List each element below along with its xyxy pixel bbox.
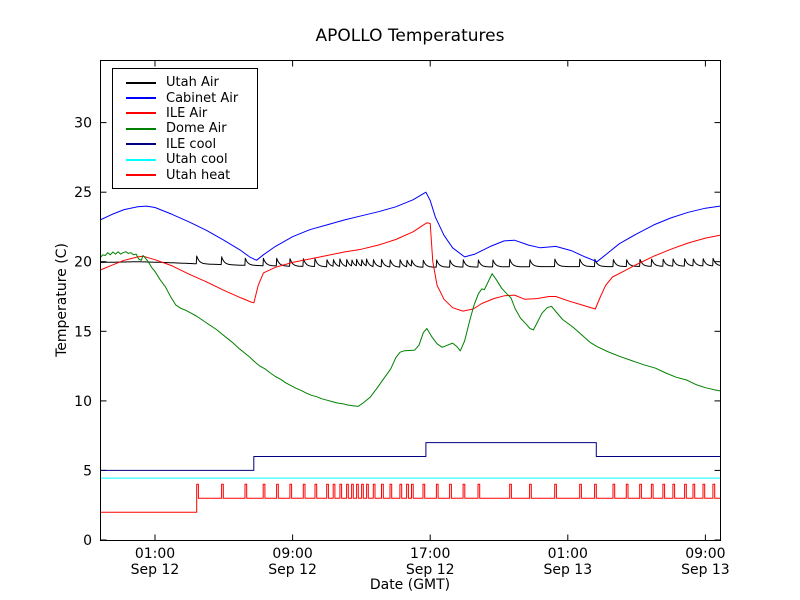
y-tick-label: 10 (74, 394, 92, 410)
y-tick-label: 15 (74, 324, 92, 340)
y-tick-label: 0 (83, 533, 92, 549)
y-tick-label: 20 (74, 255, 92, 271)
series-utah-heat (100, 483, 720, 513)
x-tick-label-time: 09:00 (685, 546, 725, 562)
legend-line-swatch (126, 112, 156, 115)
y-tick-label: 5 (83, 463, 92, 479)
x-tick-label-date: Sep 12 (131, 562, 180, 578)
x-tick-label-date: Sep 12 (268, 562, 317, 578)
axes-frame (100, 60, 721, 541)
legend-item: Utah Air (126, 75, 251, 90)
chart-title: APOLLO Temperatures (315, 26, 505, 46)
series-cabinet-air (99, 191, 721, 263)
x-tick-label-date: Sep 13 (543, 562, 592, 578)
legend-item: ILE Air (126, 106, 251, 121)
series-dome-air (99, 251, 721, 407)
series-ile-air (99, 222, 721, 312)
legend-line-swatch (126, 174, 156, 177)
legend-label: Cabinet Air (166, 90, 239, 106)
x-tick-label-time: 01:00 (548, 546, 588, 562)
legend-line-swatch (126, 81, 156, 84)
y-tick-label: 30 (74, 116, 92, 132)
legend-label: ILE Air (166, 105, 208, 121)
legend: Utah Air Cabinet Air ILE Air Dome Air ILE co… (112, 68, 258, 189)
legend-line-swatch (126, 97, 156, 100)
series-utah-air (99, 255, 721, 268)
legend-item: ILE cool (126, 137, 251, 152)
x-tick-label-date: Sep 12 (406, 562, 455, 578)
x-axis-label: Date (GMT) (369, 577, 451, 593)
legend-label: Utah heat (166, 167, 231, 183)
legend-label: Utah Air (166, 75, 219, 91)
legend-label: Dome Air (166, 121, 227, 137)
legend-label: Utah cool (166, 152, 228, 168)
x-tick-label-time: 01:00 (135, 546, 175, 562)
x-tick-label-time: 17:00 (410, 546, 450, 562)
y-tick-label: 25 (74, 185, 92, 201)
legend-item: Utah cool (126, 152, 251, 167)
legend-item: Dome Air (126, 121, 251, 136)
legend-item: Utah heat (126, 167, 251, 183)
legend-label: ILE cool (166, 136, 217, 152)
x-tick-label-time: 09:00 (272, 546, 312, 562)
legend-line-swatch (126, 127, 156, 130)
legend-item: Cabinet Air (126, 90, 251, 106)
legend-line-swatch (126, 143, 156, 146)
x-tick-label-date: Sep 13 (681, 562, 730, 578)
series-ile-cool (100, 442, 720, 471)
legend-line-swatch (126, 158, 156, 161)
